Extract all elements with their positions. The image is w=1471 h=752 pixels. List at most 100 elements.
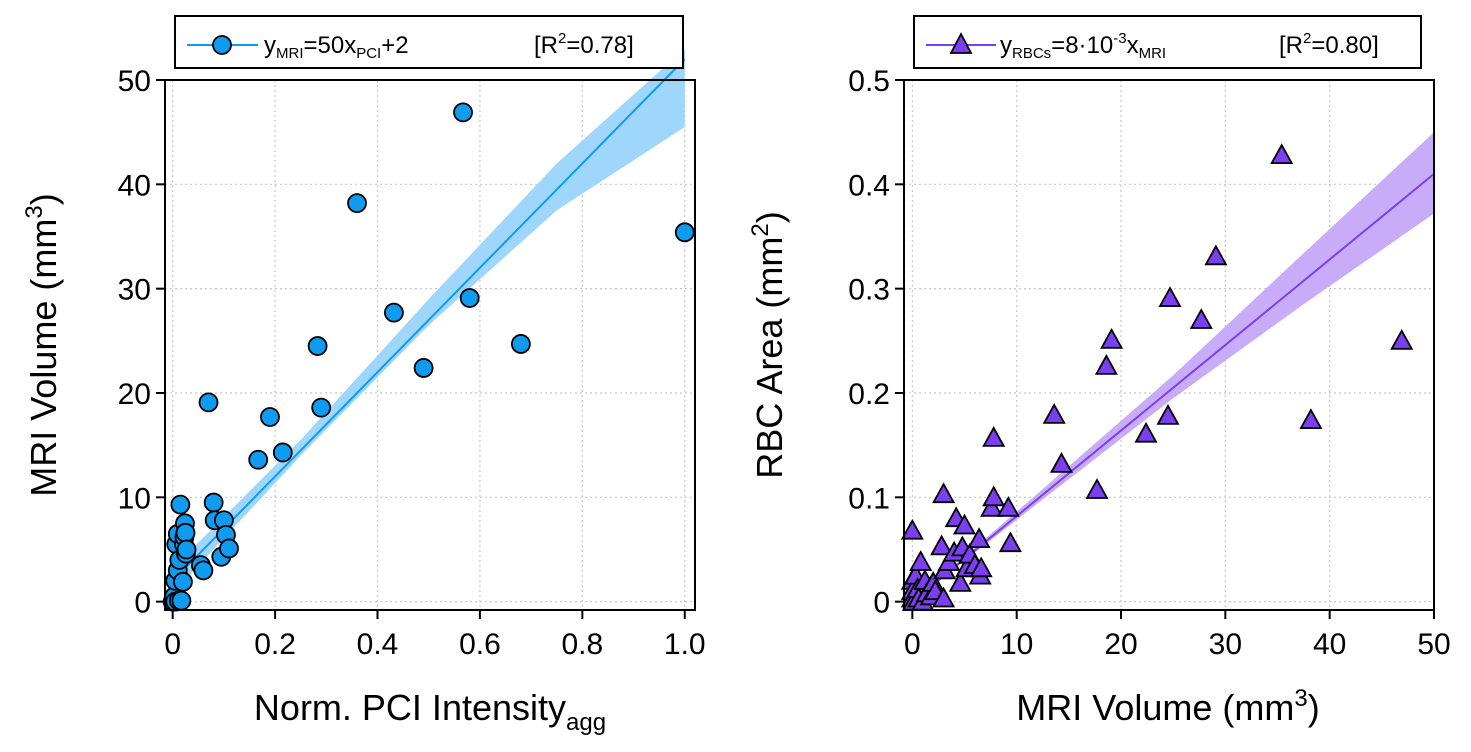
- left-data-point-19: [193, 560, 214, 581]
- left-legend-equation: yMRI=50xPCI+2: [264, 32, 409, 62]
- left-y-tick-label-5: 50: [118, 65, 151, 98]
- left-legend-y-subscript: MRI: [276, 45, 304, 62]
- right-data-point-40: [1100, 327, 1124, 349]
- right-legend-equation: yRBCs=8·10-3xMRI: [1000, 30, 1166, 62]
- right-data-point-34: [996, 495, 1020, 517]
- left-data-point-27: [248, 449, 269, 470]
- right-y-axis-label: RBC Area (mm2): [747, 211, 790, 478]
- right-data-point-46: [1270, 143, 1294, 165]
- left-data-point-10: [171, 590, 192, 611]
- left-data-point-33: [383, 302, 404, 323]
- left-data-point-36: [459, 288, 480, 308]
- left-data-point-31: [311, 397, 332, 418]
- right-data-point-24: [952, 513, 977, 535]
- left-x-axis-label-subscript: agg: [566, 709, 606, 736]
- left-legend-r2-superscript: 2: [558, 30, 566, 47]
- right-data-point-15: [930, 534, 954, 556]
- right-data-point-39: [1094, 354, 1118, 375]
- left-legend: yMRI=50xPCI+2 [R2=0.78]: [174, 15, 684, 69]
- left-data-points: [162, 102, 695, 612]
- right-data-point-30: [969, 556, 993, 578]
- right-data-point-48: [1390, 328, 1414, 350]
- left-data-point-35: [453, 102, 473, 123]
- left-x-tick-label-0: 0: [164, 628, 181, 661]
- right-y-axis-label-superscript: 2: [747, 223, 774, 236]
- left-data-point-30: [307, 336, 328, 356]
- left-chart-grid: [165, 79, 695, 610]
- left-data-point-9: [170, 494, 191, 515]
- left-x-ticks: 0 0.2 0.4 0.6 0.8 1.0: [164, 610, 706, 661]
- right-x-tick-label-0: 0: [904, 628, 921, 661]
- right-fit-confidence-band: [912, 132, 1434, 602]
- right-data-point-47: [1299, 408, 1323, 430]
- right-y-tick-label-5: 0.5: [848, 65, 890, 98]
- right-x-tick-label-5: 50: [1417, 628, 1450, 661]
- right-data-point-41: [1134, 421, 1158, 443]
- right-data-point-33: [982, 485, 1006, 507]
- right-x-tick-label-1: 10: [1000, 628, 1033, 661]
- left-data-point-11: [173, 571, 193, 592]
- right-x-ticks: 0 10 20 30 40 50: [904, 610, 1451, 661]
- left-x-tick-label-1: 0.2: [254, 628, 296, 661]
- right-data-point-42: [1156, 404, 1180, 425]
- right-legend-y-subscript: RBCs: [1012, 45, 1051, 62]
- right-data-point-36: [1042, 403, 1066, 424]
- left-data-point-29: [272, 442, 293, 463]
- right-x-axis-label: MRI Volume (mm3): [1016, 685, 1319, 728]
- right-x-tick-label-2: 20: [1104, 628, 1137, 661]
- right-legend-exponent: -3: [1113, 30, 1126, 47]
- right-y-tick-label-0: 0: [873, 587, 890, 620]
- left-data-point-15: [175, 522, 196, 543]
- left-legend-x-subscript: PCI: [356, 45, 381, 62]
- right-legend-r2-superscript: 2: [1303, 30, 1311, 47]
- right-data-point-16: [932, 482, 956, 504]
- right-data-point-28: [967, 527, 991, 548]
- left-legend-r2: [R2=0.78]: [534, 30, 634, 59]
- left-data-point-32: [347, 193, 367, 214]
- right-y-tick-label-2: 0.2: [848, 378, 890, 411]
- right-y-tick-label-3: 0.3: [848, 274, 890, 307]
- right-data-point-32: [982, 426, 1006, 447]
- right-data-point-43: [1158, 286, 1182, 308]
- right-data-point-22: [948, 571, 972, 592]
- left-data-point-28: [260, 407, 280, 427]
- right-data-point-0: [900, 518, 924, 540]
- left-x-tick-label-4: 0.8: [561, 628, 603, 661]
- left-legend-box: [174, 15, 684, 69]
- right-fit-line: [911, 173, 1435, 603]
- left-x-tick-label-2: 0.4: [357, 628, 399, 661]
- right-legend: yRBCs=8·10-3xMRI [R2=0.80]: [913, 15, 1422, 69]
- right-x-tick-label-4: 40: [1313, 628, 1346, 661]
- right-data-point-17: [932, 586, 956, 608]
- right-legend-box: [913, 15, 1422, 69]
- left-legend-marker-sample: [212, 35, 232, 55]
- right-data-point-44: [1189, 308, 1213, 329]
- left-y-tick-label-1: 10: [118, 482, 151, 515]
- right-x-tick-label-3: 30: [1209, 628, 1242, 661]
- left-data-point-37: [510, 334, 531, 354]
- left-y-tick-label-3: 30: [118, 274, 151, 307]
- left-chart: 0 0.2 0.4 0.6 0.8 1.0 0 10 20 30 40 50 yMRI=50xPCI…: [21, 15, 706, 736]
- right-data-point-35: [998, 531, 1022, 553]
- left-data-point-17: [176, 539, 197, 560]
- right-legend-x-subscript: MRI: [1139, 45, 1167, 62]
- left-data-point-21: [203, 492, 224, 513]
- right-chart-grid: [904, 79, 1435, 610]
- right-data-point-8: [909, 550, 933, 571]
- left-x-axis-label: Norm. PCI Intensityagg: [254, 687, 606, 736]
- right-data-point-45: [1204, 244, 1228, 266]
- right-x-axis-label-superscript: 3: [1294, 685, 1307, 712]
- right-legend-r2: [R2=0.80]: [1279, 30, 1379, 59]
- left-data-point-34: [413, 358, 434, 378]
- right-data-point-37: [1049, 452, 1074, 473]
- right-y-ticks: 0 0.1 0.2 0.3 0.4 0.5: [848, 65, 904, 620]
- left-y-ticks: 0 10 20 30 40 50: [118, 65, 165, 620]
- right-data-points: [900, 143, 1414, 611]
- left-data-point-38: [674, 222, 695, 243]
- right-plot-frame: [903, 79, 1435, 611]
- left-y-axis-label: MRI Volume (mm3): [21, 193, 64, 496]
- right-data-point-38: [1085, 478, 1109, 499]
- right-y-tick-label-1: 0.1: [848, 482, 890, 515]
- left-data-point-26: [219, 538, 239, 559]
